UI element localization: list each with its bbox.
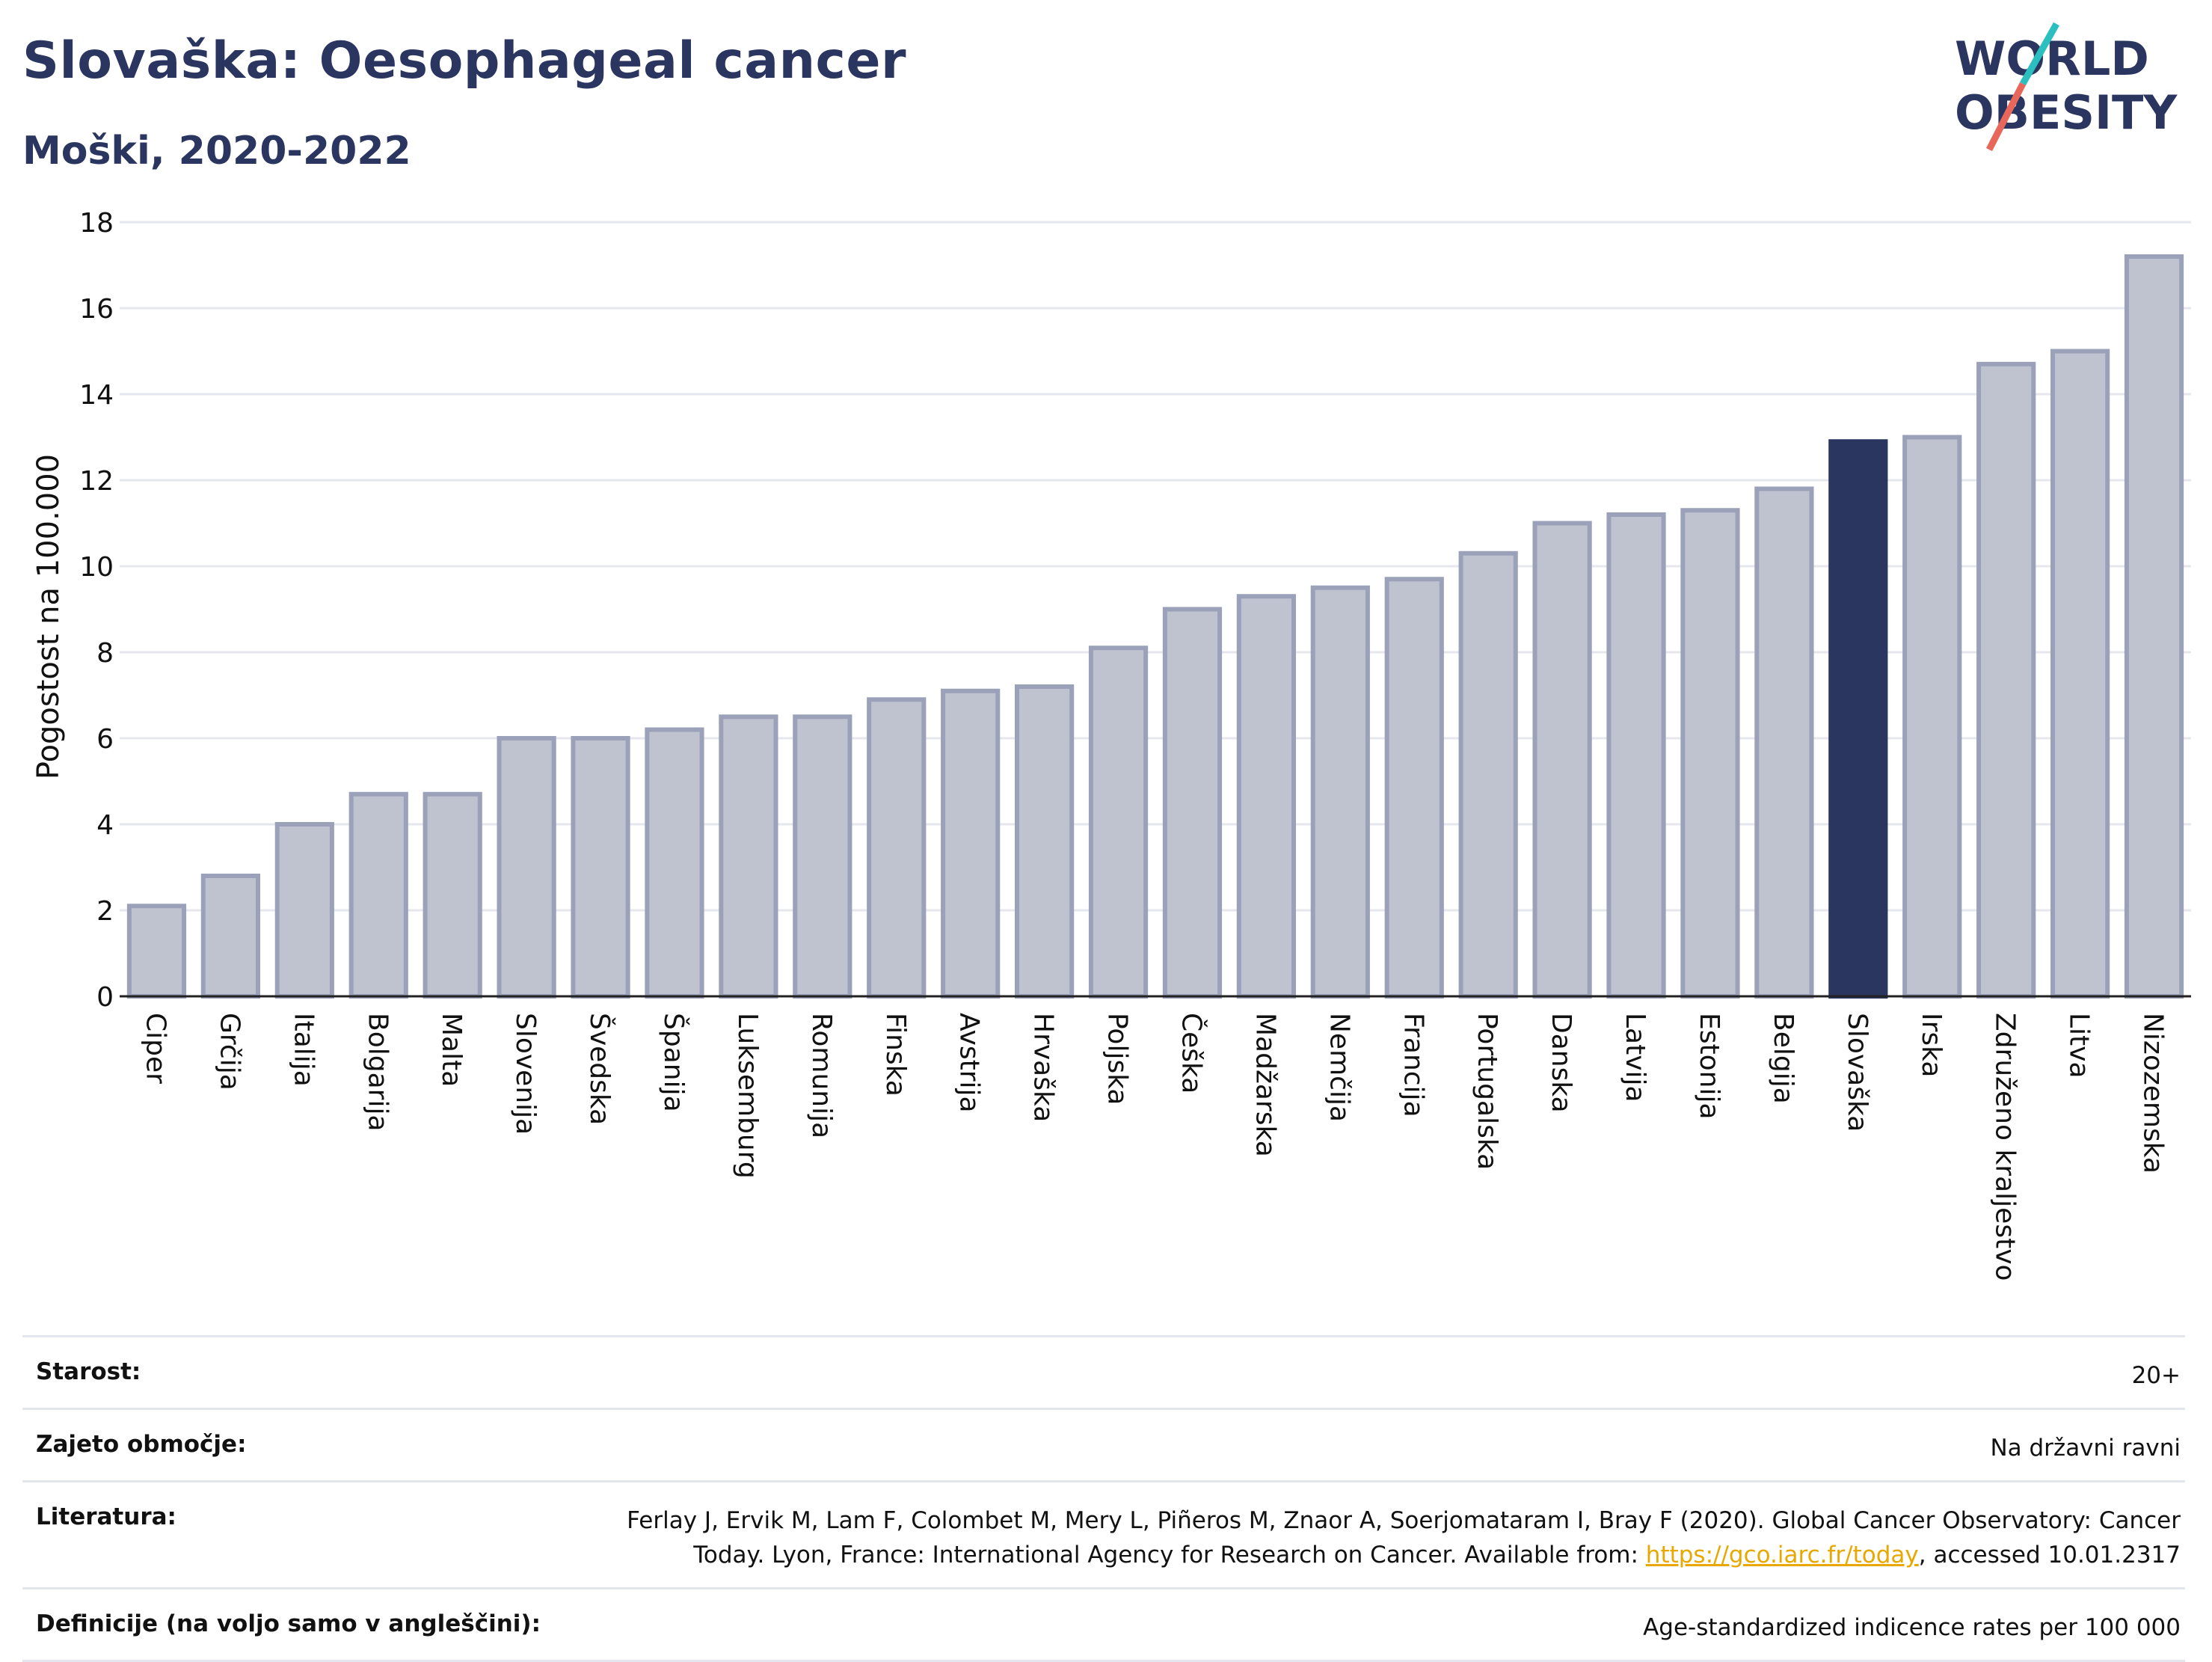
x-tick-label: Estonija: [1694, 1013, 1724, 1120]
bar: [1384, 577, 1444, 999]
bar: [1236, 594, 1296, 999]
x-tick-label: Španija: [658, 1013, 689, 1112]
y-tick-label: 16: [79, 294, 114, 325]
x-tick-label: Hrvaška: [1028, 1013, 1059, 1122]
x-tick-label: Bolgarija: [362, 1013, 393, 1132]
x-tick-label: Francija: [1398, 1013, 1428, 1117]
bars: [126, 254, 2184, 999]
logo-slash-bottom: [1985, 82, 2027, 152]
y-tick-label: 10: [79, 552, 114, 583]
bar: [1976, 361, 2036, 999]
y-tick-label: 6: [96, 724, 114, 755]
x-tick-label: Slovaška: [1842, 1013, 1872, 1132]
metadata-row: Definicije (na voljo samo v angleščini):…: [22, 1587, 2185, 1662]
x-tick-label: Nemčija: [1324, 1013, 1354, 1122]
x-axis-labels: Ciper Grčija Italija Bolgarija Malta Slovenij…: [140, 1013, 2168, 1281]
logo-slash-top: [2020, 22, 2059, 86]
bar: [423, 791, 482, 999]
y-tick-label: 0: [96, 982, 114, 1013]
reference-link[interactable]: https://gco.iarc.fr/today: [1645, 1542, 1919, 1569]
metadata-label: Zajeto območje:: [36, 1431, 247, 1458]
bar: [126, 904, 187, 999]
y-axis-label: Pogostost na 100.000: [31, 454, 66, 779]
bar-highlighted: [1828, 439, 1888, 999]
metadata-row: Zajeto območje: Na državni ravni: [22, 1408, 2185, 1480]
x-tick-label: Grčija: [214, 1013, 245, 1091]
x-tick-label: Ciper: [140, 1013, 170, 1084]
metadata-value: Na državni ravni: [1990, 1435, 2181, 1462]
metadata-row: Starost: 20+: [22, 1335, 2185, 1408]
y-axis-ticks: 0 2 4 6 8 10 12 14 16 18: [79, 208, 114, 1013]
bar: [1680, 508, 1740, 999]
logo-line-world: WORLD: [1955, 31, 2149, 86]
bar: [274, 822, 334, 999]
x-tick-label: Avstrija: [954, 1013, 985, 1113]
metadata-value: Ferlay J, Ervik M, Lam F, Colombet M, Me…: [627, 1507, 2181, 1569]
chart-subtitle: Moški, 2020-2022: [22, 129, 411, 174]
metadata-label: Literatura:: [36, 1503, 176, 1530]
x-tick-label: Madžarska: [1250, 1013, 1280, 1157]
y-tick-label: 18: [79, 208, 114, 239]
metadata-label: Definicije (na voljo samo v angleščini):: [36, 1610, 541, 1637]
x-tick-label: Danska: [1546, 1013, 1576, 1113]
bar: [1532, 521, 1592, 999]
metadata-row: Literatura: Ferlay J, Ervik M, Lam F, Col…: [22, 1480, 2185, 1587]
bar: [2124, 254, 2184, 999]
x-tick-label: Luksemburg: [732, 1013, 763, 1179]
bar: [1754, 486, 1814, 999]
bar: [1015, 684, 1075, 999]
logo-line-obesity: OBESITY: [1955, 85, 2178, 140]
x-tick-label: Irska: [1916, 1013, 1947, 1077]
x-tick-label: Slovenija: [510, 1013, 541, 1135]
bar: [1606, 512, 1666, 999]
x-tick-label: Češka: [1176, 1013, 1207, 1094]
x-tick-label: Portugalska: [1472, 1013, 1502, 1170]
x-tick-label: Romunija: [806, 1013, 837, 1138]
x-tick-label: Litva: [2064, 1013, 2095, 1079]
metadata-label: Starost:: [36, 1358, 141, 1385]
y-tick-label: 12: [79, 466, 114, 497]
metadata-value: Age-standardized indicence rates per 100…: [1643, 1614, 2181, 1641]
bar: [497, 736, 556, 999]
bar-chart: 0 2 4 6 8 10 12 14 16 18 Ciper Grčija Italija Bolgar…: [31, 208, 2191, 1281]
bar: [348, 791, 408, 999]
y-tick-label: 14: [79, 380, 114, 411]
x-tick-label: Italija: [288, 1013, 319, 1087]
x-tick-label: Latvija: [1620, 1013, 1650, 1103]
bar: [645, 727, 704, 999]
bar: [867, 697, 927, 999]
metadata-value: 20+: [2131, 1362, 2181, 1389]
y-tick-label: 8: [96, 638, 114, 669]
bar: [719, 714, 778, 999]
world-obesity-logo: WORLD OBESITY: [1955, 22, 2178, 152]
x-tick-label: Švedska: [584, 1013, 615, 1125]
bar: [1162, 607, 1223, 999]
bar: [941, 688, 1001, 999]
bar: [1902, 435, 1962, 999]
bar: [571, 736, 630, 999]
bar: [1310, 585, 1370, 999]
y-tick-label: 2: [96, 896, 114, 927]
bar: [1088, 646, 1149, 999]
x-tick-label: Nizozemska: [2138, 1013, 2169, 1174]
y-tick-label: 4: [96, 810, 114, 841]
bar: [200, 874, 260, 999]
chart-title: Slovaška: Oesophageal cancer: [22, 31, 906, 91]
bar: [793, 714, 852, 999]
x-tick-label: Poljska: [1102, 1013, 1133, 1106]
x-tick-label: Belgija: [1768, 1013, 1798, 1104]
x-tick-label: Malta: [436, 1013, 467, 1087]
bar: [2050, 349, 2110, 999]
x-tick-label: Finska: [880, 1013, 911, 1097]
bar: [1458, 551, 1518, 999]
metadata-table: Starost: 20+ Zajeto območje: Na državni rav…: [22, 1335, 2185, 1662]
x-tick-label: Združeno kraljestvo: [1990, 1013, 2021, 1281]
